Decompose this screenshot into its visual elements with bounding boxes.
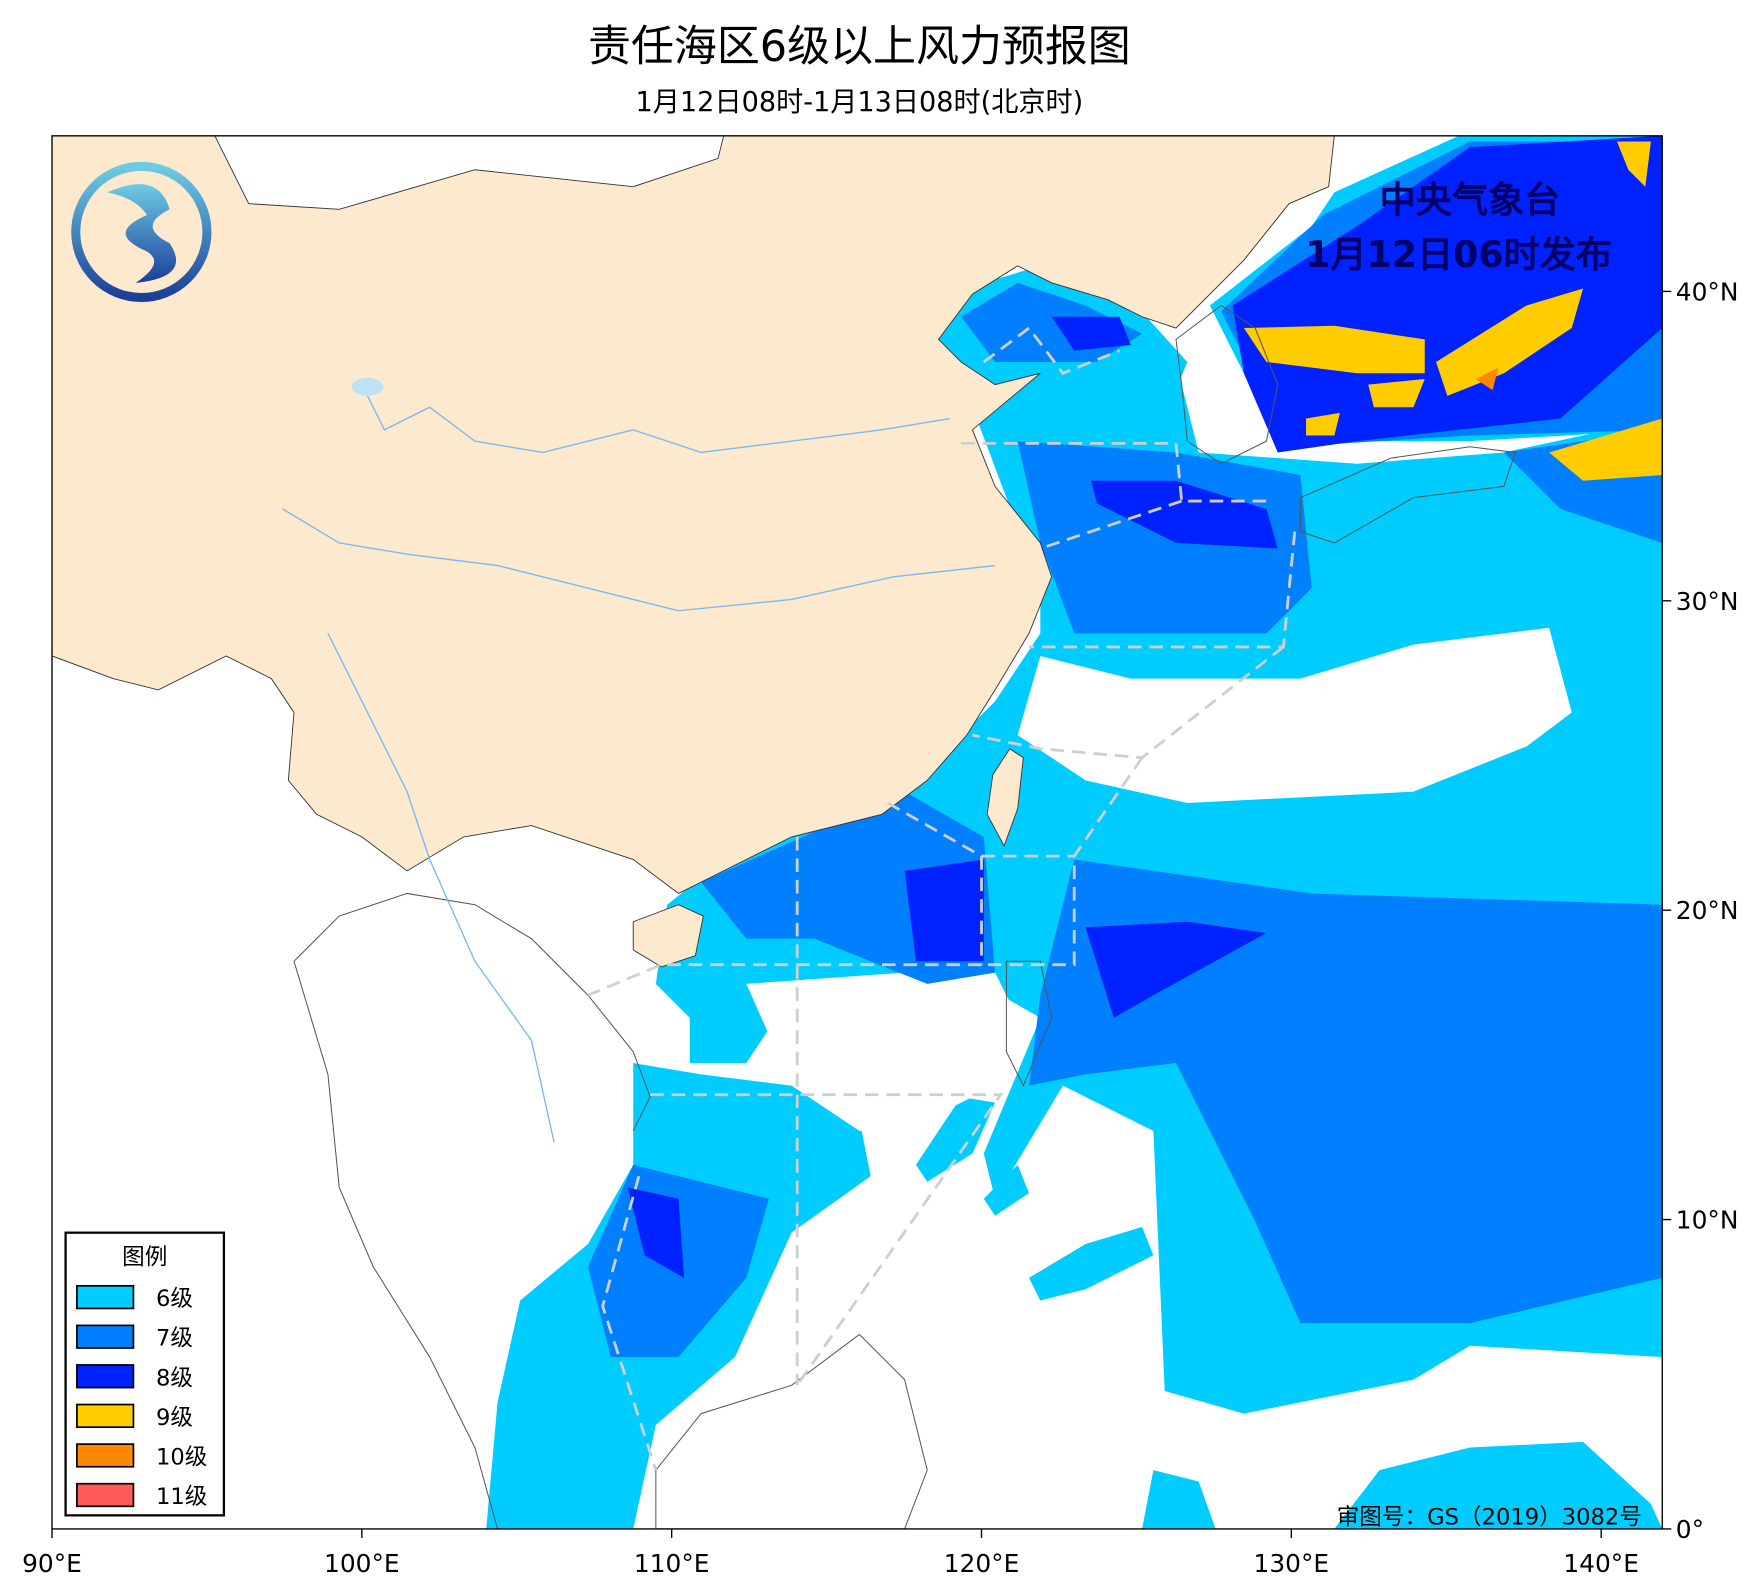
x-tick-label: 130°E: [1254, 1549, 1330, 1578]
x-tick-label: 120°E: [944, 1549, 1020, 1578]
x-tick-label: 110°E: [634, 1549, 710, 1578]
legend-label: 7级: [156, 1326, 193, 1352]
map-frame: [51, 135, 1663, 1530]
japan-land: [1299, 446, 1516, 544]
legend-swatch: [76, 1284, 135, 1310]
y-tick-label: 20°N: [1676, 896, 1739, 925]
wind-level-10-areas: [1475, 367, 1499, 391]
legend-title: 图例: [122, 1244, 167, 1270]
y-tick-label: 40°N: [1676, 277, 1739, 306]
legend-item: 8级: [76, 1364, 193, 1391]
legend-item: 10级: [76, 1443, 207, 1470]
legend-swatch: [76, 1364, 135, 1389]
legend-item: 6级: [76, 1284, 193, 1312]
qinghai-lake: [351, 377, 384, 396]
sea-area-boundaries: [587, 326, 1297, 1471]
map-title: 责任海区6级以上风力预报图: [588, 22, 1131, 72]
legend-swatch: [76, 1482, 135, 1508]
legend-label: 6级: [156, 1286, 193, 1312]
axes: 90°E 100°E 110°E 120°E 130°E 140°E 40°N 30°N 20°…: [22, 277, 1738, 1577]
legend-item: 11级: [76, 1482, 207, 1510]
map-subtitle: 1月12日08时-1月13日08时(北京时): [636, 87, 1084, 118]
cma-logo: [71, 161, 212, 303]
luzon-land: [1005, 960, 1053, 1087]
y-tick-label: 0°: [1676, 1515, 1704, 1544]
legend-label: 9级: [156, 1405, 193, 1431]
y-tick-label: 30°N: [1676, 587, 1739, 616]
legend-swatch: [76, 1403, 135, 1429]
x-tick-label: 140°E: [1563, 1549, 1639, 1578]
legend: 图例 6级 7级 8级 9级 10级 11级: [64, 1231, 226, 1517]
legend-item: 9级: [76, 1403, 193, 1431]
wind-level-8-areas: [627, 135, 1663, 1278]
taiwan-island: [986, 748, 1024, 848]
legend-swatch: [76, 1443, 135, 1468]
china-land: [52, 135, 1335, 894]
legend-item: 7级: [76, 1324, 193, 1352]
map-area: [52, 135, 1663, 1529]
legend-swatch: [76, 1324, 135, 1349]
borneo-land: [655, 1333, 928, 1529]
korea-land: [1175, 304, 1279, 465]
legend-label: 11级: [156, 1484, 207, 1510]
hainan-island: [632, 904, 704, 968]
agency-name: 中央气象台: [1380, 179, 1561, 222]
wind-level-9-areas: [1243, 141, 1663, 481]
y-tick-label: 10°N: [1676, 1206, 1739, 1235]
legend-label: 8级: [156, 1365, 193, 1391]
legend-label: 10级: [156, 1444, 207, 1470]
map-approval-number: 审图号：GS（2019）3082号: [1337, 1504, 1642, 1530]
x-tick-label: 100°E: [324, 1549, 400, 1578]
x-tick-label: 90°E: [22, 1549, 82, 1578]
issue-time: 1月12日06时发布: [1305, 233, 1612, 276]
